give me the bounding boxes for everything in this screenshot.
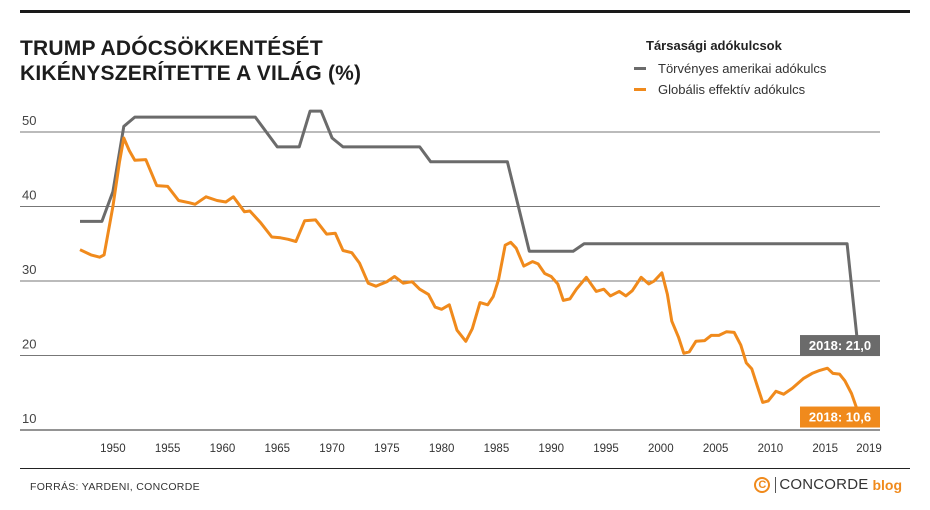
x-tick-label-1980: 1980 xyxy=(429,443,455,455)
legend-item-us-rate: Törvényes amerikai adókulcs xyxy=(634,58,826,79)
chart-title: TRUMP ADÓCSÖKKENTÉSÉT KIKÉNYSZERÍTETTE A… xyxy=(20,36,361,86)
brand-logo: C CONCORDE blog xyxy=(754,476,902,493)
source-note: FORRÁS: YARDENI, CONCORDE xyxy=(30,481,200,493)
brand-name: CONCORDE xyxy=(779,476,869,493)
x-tick-label-2015: 2015 xyxy=(812,443,838,455)
legend-title: Társasági adókulcsok xyxy=(646,38,782,53)
x-tick-label-1995: 1995 xyxy=(593,443,619,455)
x-tick-label-1955: 1955 xyxy=(155,443,181,455)
x-tick-label-1965: 1965 xyxy=(264,443,290,455)
y-tick-label-40: 40 xyxy=(22,188,36,203)
series-line-0 xyxy=(80,109,860,349)
x-tick-label-1970: 1970 xyxy=(319,443,345,455)
chart-title-line-1: TRUMP ADÓCSÖKKENTÉSÉT xyxy=(20,37,323,60)
y-tick-label-20: 20 xyxy=(22,337,36,352)
x-tick-label-1960: 1960 xyxy=(210,443,236,455)
x-tick-label-2005: 2005 xyxy=(703,443,729,455)
brand-separator xyxy=(775,476,777,493)
end-label-box-0 xyxy=(800,335,880,357)
end-label-1: 2018: 10,6 xyxy=(809,410,871,425)
x-tick-label-1975: 1975 xyxy=(374,443,400,455)
end-label-box-1 xyxy=(800,406,880,428)
bottom-rule xyxy=(20,468,910,469)
x-tick-label-2000: 2000 xyxy=(648,443,674,455)
legend: Társasági adókulcsok Törvényes amerikai … xyxy=(634,38,826,100)
legend-item-global-rate: Globális effektív adókulcs xyxy=(634,79,826,100)
y-tick-label-50: 50 xyxy=(22,113,36,128)
x-tick-label-1990: 1990 xyxy=(538,443,564,455)
series-line-1 xyxy=(79,136,863,426)
x-tick-label-2019: 2019 xyxy=(856,443,882,455)
legend-swatch-global-rate xyxy=(634,88,646,91)
top-rule xyxy=(20,10,910,13)
chart-title-line-2: KIKÉNYSZERÍTETTE A VILÁG (%) xyxy=(20,62,362,85)
y-tick-label-30: 30 xyxy=(22,262,36,277)
brand-blog: blog xyxy=(872,476,902,493)
y-tick-label-10: 10 xyxy=(22,411,36,426)
legend-label-global-rate: Globális effektív adókulcs xyxy=(658,82,806,97)
legend-label-us-rate: Törvényes amerikai adókulcs xyxy=(658,61,827,76)
brand-c-icon: C xyxy=(754,476,771,493)
x-tick-label-2010: 2010 xyxy=(758,443,784,455)
x-tick-label-1985: 1985 xyxy=(484,443,510,455)
legend-swatch-us-rate xyxy=(634,67,646,70)
end-label-0: 2018: 21,0 xyxy=(809,338,871,353)
x-tick-label-1950: 1950 xyxy=(100,443,126,455)
